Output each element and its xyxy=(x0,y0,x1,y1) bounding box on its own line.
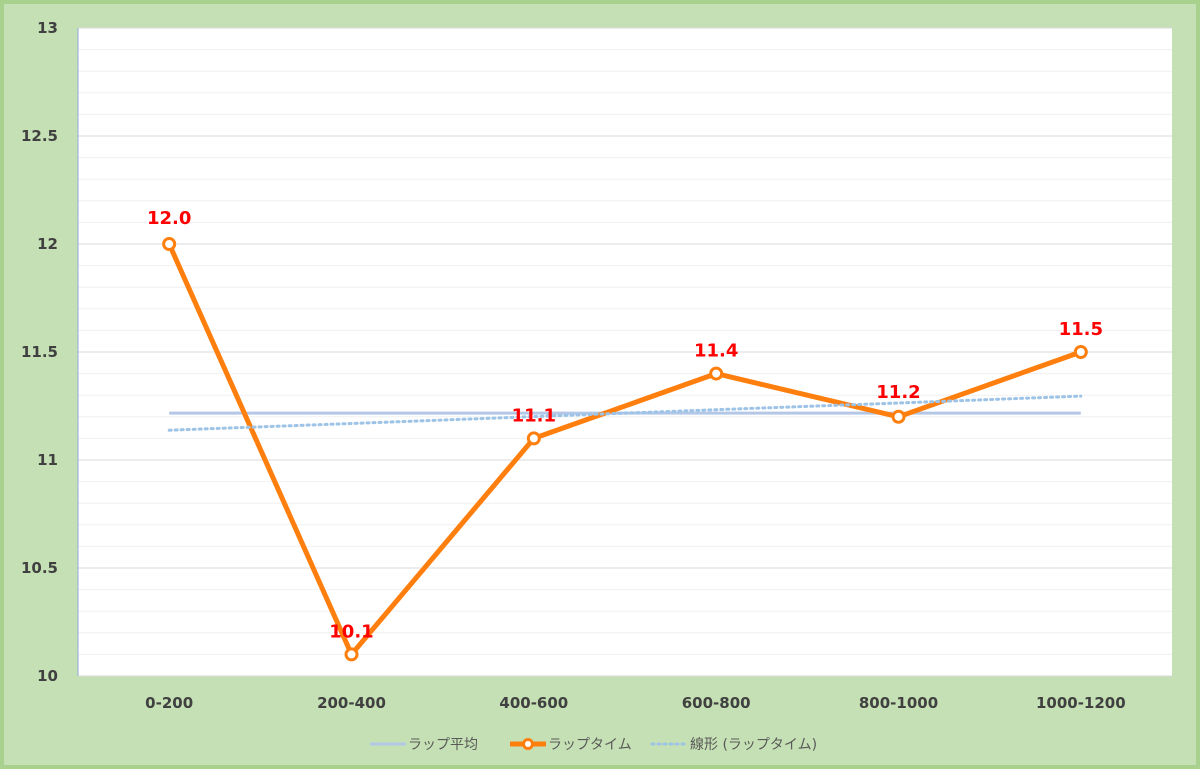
x-tick-label: 400-600 xyxy=(499,694,568,712)
data-label: 10.1 xyxy=(329,621,373,642)
y-tick-label: 12 xyxy=(37,235,58,253)
x-tick-label: 800-1000 xyxy=(859,694,938,712)
series-point-laptime xyxy=(344,647,359,662)
legend-item-average: ラップ平均 xyxy=(408,737,478,753)
y-tick-label: 12.5 xyxy=(21,127,58,145)
data-labels: 12.0 10.1 11.1 11.4 11.2 11.5 xyxy=(147,208,1103,642)
series-point-laptime xyxy=(891,409,906,424)
data-label: 11.2 xyxy=(876,382,920,403)
data-label: 11.5 xyxy=(1059,319,1103,340)
series-line-laptime xyxy=(166,242,1082,657)
y-tick-label: 10 xyxy=(37,667,58,685)
legend-marker-laptime xyxy=(522,738,534,750)
x-tick-label: 1000-1200 xyxy=(1036,694,1126,712)
gridlines xyxy=(78,27,1172,677)
x-tick-label: 200-400 xyxy=(317,694,386,712)
series-point-laptime xyxy=(1073,345,1088,359)
x-tick-label: 0-200 xyxy=(145,694,193,712)
x-tick-label: 600-800 xyxy=(682,694,751,712)
data-label: 11.4 xyxy=(694,341,738,362)
series-layer xyxy=(162,237,1088,662)
legend-item-laptime: ラップタイム xyxy=(548,737,632,753)
y-tick-label: 11.5 xyxy=(21,343,58,361)
legend: ラップ平均 ラップタイム 線形 (ラップタイム) xyxy=(370,737,817,753)
y-axis-ticks: 10 10.5 11 11.5 12 12.5 13 xyxy=(21,19,58,685)
series-point-laptime xyxy=(162,237,177,251)
x-axis-ticks: 0-200 200-400 400-600 600-800 800-1000 1000-1… xyxy=(145,694,1126,712)
data-label: 12.0 xyxy=(147,208,191,229)
series-line-trend xyxy=(167,394,1083,432)
legend-item-trend: 線形 (ラップタイム) xyxy=(690,737,817,753)
data-label: 11.1 xyxy=(512,405,556,426)
series-point-laptime xyxy=(709,366,724,381)
series-point-laptime xyxy=(526,431,541,446)
y-tick-label: 13 xyxy=(37,19,58,37)
y-tick-label: 11 xyxy=(37,451,58,469)
y-tick-label: 10.5 xyxy=(21,559,58,577)
